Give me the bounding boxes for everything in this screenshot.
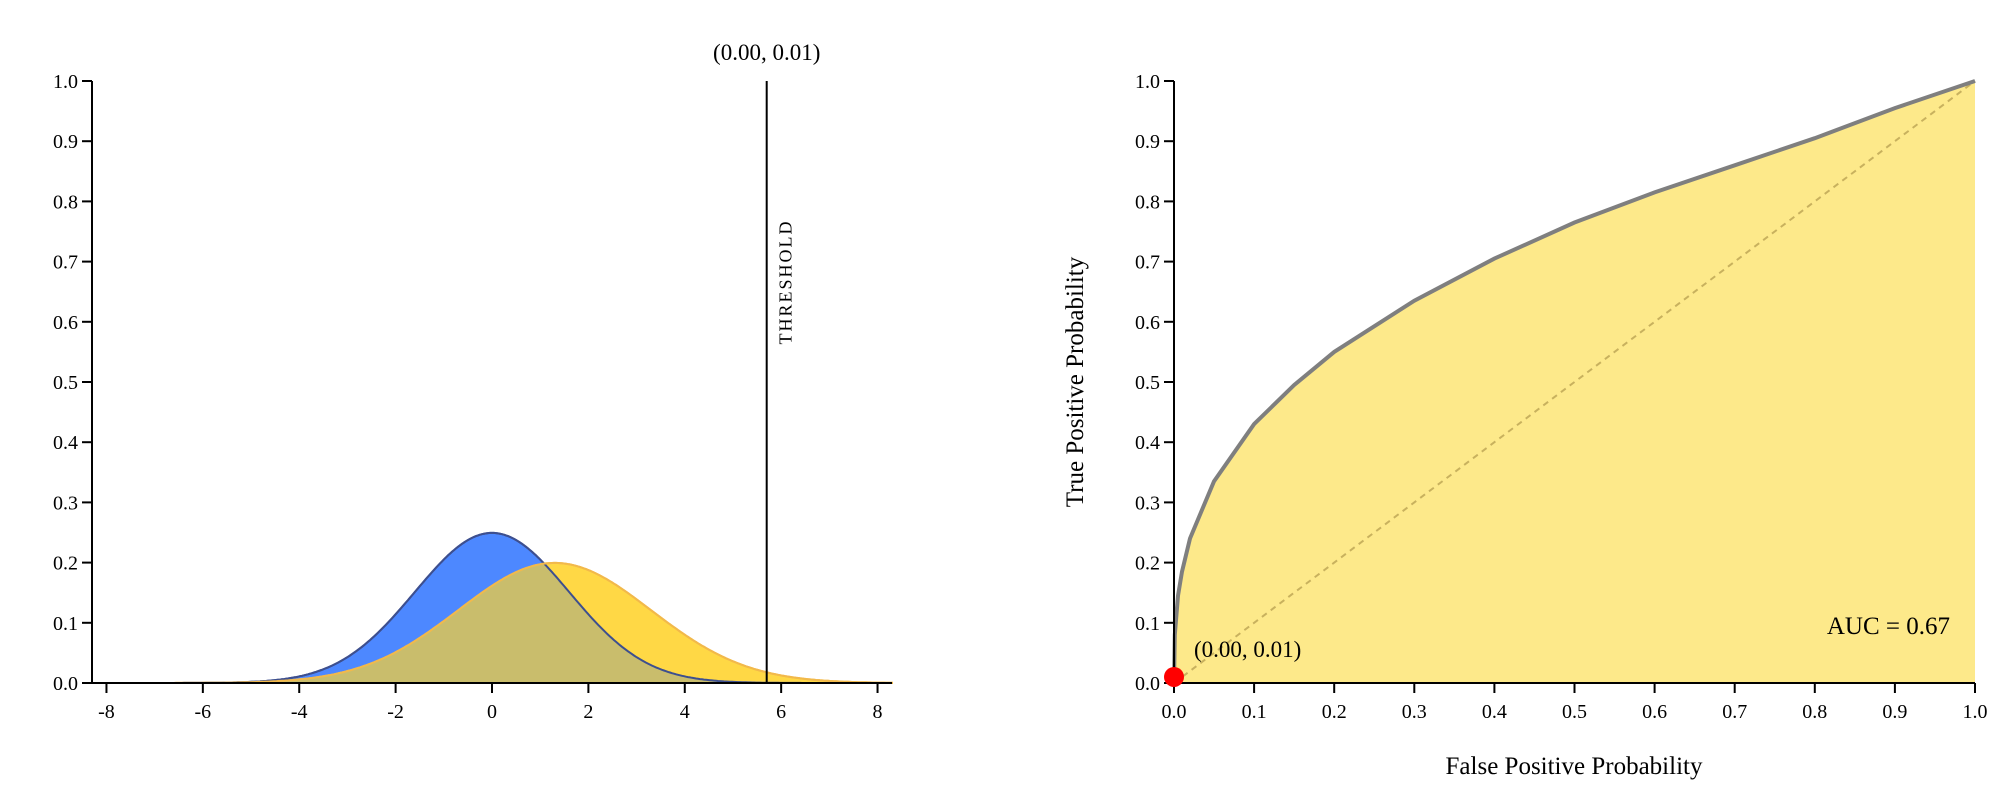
roc-x-tick-label: 0.6 xyxy=(1642,701,1667,723)
roc-x-tick-label: 0.9 xyxy=(1882,701,1907,723)
roc-y-tick-label: 0.2 xyxy=(1135,553,1160,575)
roc-y-tick-label: 0.1 xyxy=(1135,613,1160,635)
distribution-areas xyxy=(92,531,893,684)
dist-y-tick-label: 0.4 xyxy=(53,432,78,454)
dist-y-tick-label: 0.1 xyxy=(53,613,78,635)
dist-x-tick-label: -4 xyxy=(291,701,308,723)
distribution-chart: -8 -6 -4 -2 0 2 4 6 8 0.00.10.20.30.40.50.60.70.… xyxy=(53,40,893,723)
dist-y-tick-label: 0.9 xyxy=(53,131,78,153)
roc-x-tick-label: 0.8 xyxy=(1802,701,1827,723)
threshold-readout: (0.00, 0.01) xyxy=(713,40,820,65)
roc-y-tick-label: 0.7 xyxy=(1135,252,1160,274)
dist-y-tick-label: 0.5 xyxy=(53,372,78,394)
dist-y-tick-label: 0.3 xyxy=(53,492,78,514)
dist-y-tick-label: 0.2 xyxy=(53,553,78,575)
roc-x-ticks: 0.0 0.1 0.2 0.3 0.4 0.5 0.6 0.7 0.8 0.9 1.0 xyxy=(1162,683,1988,723)
dist-y-tick-label: 1.0 xyxy=(53,71,78,93)
dist-y-tick-label: 0.6 xyxy=(53,312,78,334)
roc-y-tick-label: 0.3 xyxy=(1135,492,1160,514)
roc-x-axis-title: False Positive Probability xyxy=(1446,753,1703,780)
dist-x-tick-label: 0 xyxy=(487,701,497,723)
roc-y-axis-title: True Positive Probability xyxy=(1062,256,1089,507)
roc-operating-point[interactable] xyxy=(1164,666,1184,687)
roc-y-tick-label: 0.9 xyxy=(1135,131,1160,153)
roc-chart: 0.0 0.1 0.2 0.3 0.4 0.5 0.6 0.7 0.8 0.9 1.0 0.0 0.1… xyxy=(1062,71,1988,780)
distribution-overlap xyxy=(92,563,892,683)
roc-y-tick-label: 0.8 xyxy=(1135,191,1160,213)
dist-y-tick-label: 0.7 xyxy=(53,252,78,274)
roc-x-tick-label: 0.0 xyxy=(1162,701,1187,723)
roc-x-tick-label: 0.2 xyxy=(1322,701,1347,723)
dist-x-tick-label: 6 xyxy=(776,701,786,723)
roc-x-tick-label: 0.7 xyxy=(1722,701,1747,723)
roc-x-tick-label: 1.0 xyxy=(1963,701,1988,723)
dist-x-tick-label: -2 xyxy=(387,701,404,723)
roc-curve xyxy=(1172,79,1976,684)
roc-y-ticks: 0.0 0.1 0.2 0.3 0.4 0.5 0.6 0.7 0.8 0.9 1.0 xyxy=(1135,71,1174,695)
dist-y-tick-label: 0.0 xyxy=(53,673,78,695)
roc-x-tick-label: 0.5 xyxy=(1562,701,1587,723)
dist-x-tick-label: -6 xyxy=(195,701,212,723)
threshold-label: THRESHOLD xyxy=(776,220,796,345)
dist-x-ticks: -8 -6 -4 -2 0 2 4 6 8 xyxy=(98,683,883,723)
dist-x-tick-label: 8 xyxy=(873,701,883,723)
roc-y-tick-label: 0.4 xyxy=(1135,432,1160,454)
roc-x-tick-label: 0.1 xyxy=(1242,701,1267,723)
dist-x-tick-label: 2 xyxy=(583,701,593,723)
roc-operating-point-label: (0.00, 0.01) xyxy=(1194,637,1301,662)
roc-y-tick-label: 0.5 xyxy=(1135,372,1160,394)
roc-x-tick-label: 0.4 xyxy=(1482,701,1507,723)
roc-y-tick-label: 1.0 xyxy=(1135,71,1160,93)
roc-y-tick-label: 0.0 xyxy=(1135,673,1160,695)
dist-y-ticks: 0.0 0.1 0.2 0.3 0.4 0.5 0.6 0.7 0.8 0.9 1.0 xyxy=(53,71,92,695)
roc-chance-line xyxy=(1173,80,1976,684)
roc-x-tick-label: 0.3 xyxy=(1402,701,1427,723)
roc-y-tick-label: 0.6 xyxy=(1135,312,1160,334)
dist-x-tick-label: -8 xyxy=(98,701,115,723)
dist-x-tick-label: 4 xyxy=(680,701,690,723)
dist-y-tick-label: 0.8 xyxy=(53,191,78,213)
auc-label: AUC = 0.67 xyxy=(1827,613,1950,640)
